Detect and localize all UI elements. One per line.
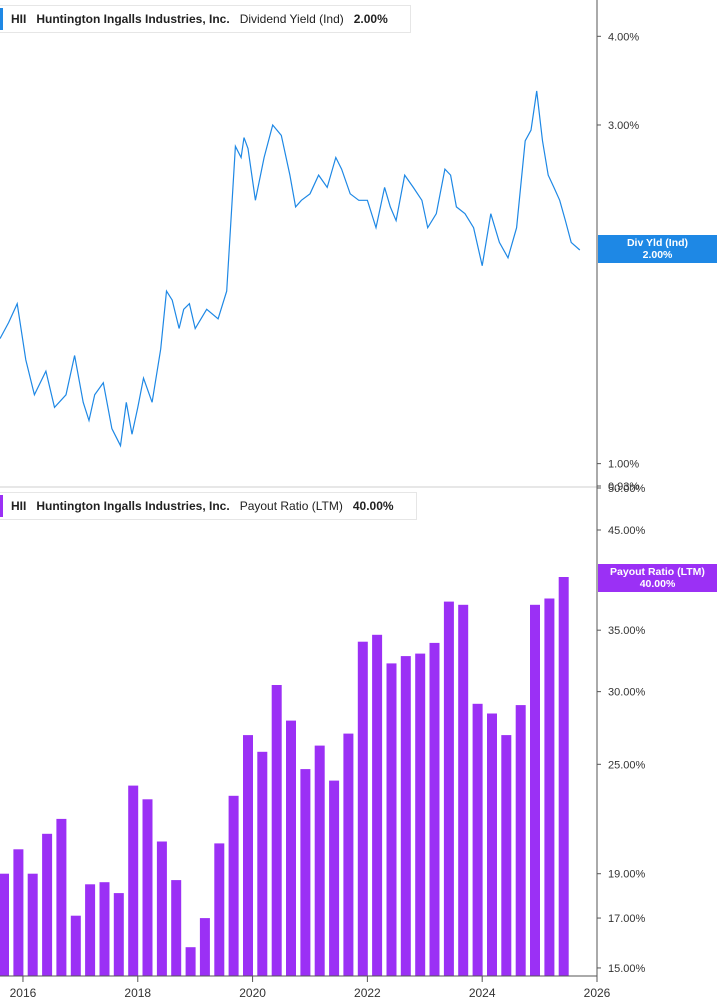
payout-bar [558, 577, 569, 976]
payout-bar [99, 882, 110, 976]
payout-y-tick-label: 25.00% [608, 759, 646, 771]
x-tick-label: 2024 [469, 986, 496, 1000]
payout-bar [530, 604, 540, 976]
payout-bar [199, 918, 210, 976]
yield-legend: HII Huntington Ingalls Industries, Inc. … [0, 5, 411, 33]
payout-y-tick-label: 35.00% [608, 625, 646, 637]
payout-bar [85, 884, 96, 976]
payout-bar [56, 818, 67, 976]
payout-bar [415, 653, 426, 976]
payout-bar [515, 705, 526, 976]
payout-tag-value: 40.00% [639, 578, 676, 590]
payout-bar [458, 604, 469, 976]
yield-y-tick-label: 0.93% [608, 481, 639, 493]
payout-bar [142, 799, 153, 976]
payout-y-tick-label: 50.00% [608, 483, 646, 495]
payout-bar [214, 843, 225, 976]
payout-bar [271, 685, 282, 976]
payout-legend: HII Huntington Ingalls Industries, Inc. … [0, 492, 417, 520]
payout-y-tick-label: 17.00% [608, 913, 646, 925]
payout-ratio-panel [0, 577, 569, 976]
payout-bar [501, 735, 512, 976]
payout-legend-company: Huntington Ingalls Industries, Inc. [36, 499, 230, 513]
axes: 4.00% 3.00% 1.00% 0.93%50.00% 45.00% 35.00% 30… [0, 0, 646, 1000]
payout-bar [386, 663, 397, 976]
yield-legend-company: Huntington Ingalls Industries, Inc. [36, 12, 230, 26]
payout-bar [0, 873, 9, 976]
dividend-yield-line [0, 90, 581, 448]
dividend-yield-panel [0, 90, 581, 448]
x-tick-label: 2026 [584, 986, 611, 1000]
yield-tag-value: 2.00% [642, 249, 673, 261]
payout-bar [185, 947, 196, 976]
payout-bar [472, 703, 483, 976]
payout-bar [400, 656, 411, 976]
yield-legend-swatch [0, 8, 3, 30]
payout-bar [128, 785, 139, 976]
payout-bar [42, 833, 53, 976]
payout-y-tick-label: 19.00% [608, 869, 646, 881]
payout-value-tag: Payout Ratio (LTM) 40.00% [598, 564, 717, 592]
payout-bar [70, 915, 81, 976]
x-tick-label: 2016 [10, 986, 37, 1000]
payout-legend-value: 40.00% [352, 499, 394, 513]
payout-y-tick-label: 45.00% [608, 525, 646, 537]
yield-y-tick-label: 3.00% [608, 120, 639, 132]
payout-bar [300, 769, 311, 976]
payout-bar [372, 634, 383, 976]
payout-bar [329, 780, 340, 976]
payout-legend-swatch [0, 495, 3, 517]
yield-legend-ticker: HII [11, 12, 27, 26]
payout-bar [113, 893, 124, 976]
x-tick-label: 2018 [124, 986, 151, 1000]
x-tick-label: 2022 [354, 986, 381, 1000]
payout-bar [228, 795, 239, 976]
payout-bar [429, 642, 440, 976]
yield-legend-value: 2.00% [353, 12, 388, 26]
payout-bar [544, 598, 555, 976]
payout-bar [443, 601, 454, 976]
x-tick-label: 2020 [239, 986, 266, 1000]
payout-bar [343, 733, 354, 976]
payout-bar [314, 745, 325, 976]
payout-tag-label: Payout Ratio (LTM) [610, 566, 705, 578]
payout-bar [286, 720, 296, 976]
payout-legend-ticker: HII [11, 499, 27, 513]
payout-bar [357, 641, 368, 976]
yield-legend-metric: Dividend Yield (Ind) [239, 12, 344, 26]
payout-y-tick-label: 30.00% [608, 687, 646, 699]
payout-bar [156, 841, 167, 976]
payout-y-tick-label: 15.00% [608, 963, 646, 975]
payout-bar [13, 849, 24, 976]
payout-bar [27, 873, 38, 976]
payout-bar [243, 735, 253, 976]
payout-bar [487, 713, 497, 976]
yield-value-tag: Div Yld (Ind) 2.00% [598, 235, 717, 263]
payout-bar [257, 751, 268, 976]
payout-legend-metric: Payout Ratio (LTM) [239, 499, 343, 513]
payout-bar [171, 880, 182, 976]
yield-y-tick-label: 1.00% [608, 459, 639, 471]
yield-tag-label: Div Yld (Ind) [626, 237, 689, 249]
yield-y-tick-label: 4.00% [608, 31, 639, 43]
